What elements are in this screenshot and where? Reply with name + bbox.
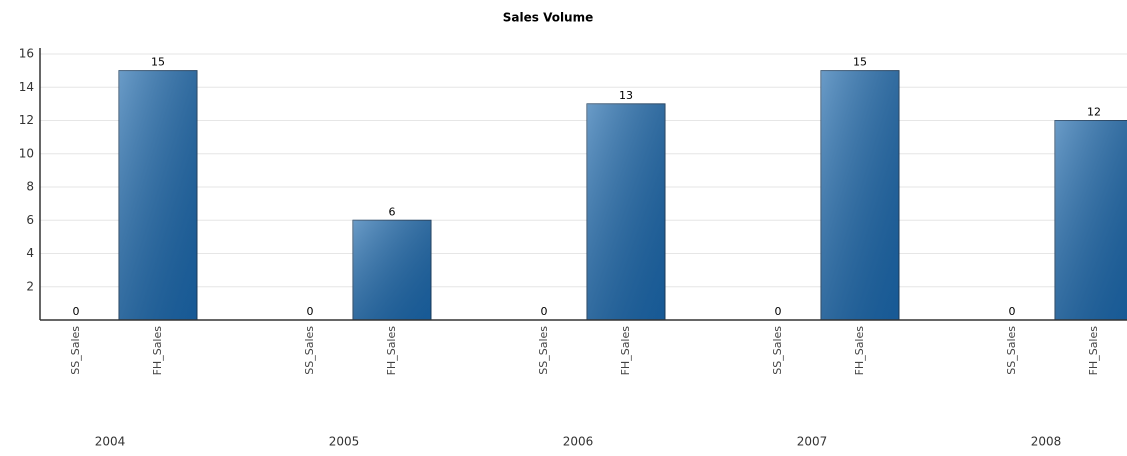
series-label: FH_Sales	[853, 326, 866, 376]
data-label: 0	[775, 305, 782, 318]
series-label: FH_Sales	[619, 326, 632, 376]
y-tick-label: 8	[26, 180, 34, 194]
data-label: 15	[853, 56, 867, 69]
series-label: SS_Sales	[537, 326, 550, 375]
bar	[118, 70, 198, 321]
series-label: SS_Sales	[69, 326, 82, 375]
bar	[352, 219, 432, 321]
data-label: 0	[1009, 305, 1016, 318]
series-label: FH_Sales	[151, 326, 164, 376]
bar	[820, 70, 900, 321]
y-tick-label: 12	[19, 113, 34, 127]
x-tick-label: 2005	[329, 435, 360, 449]
series-label: FH_Sales	[1087, 326, 1100, 376]
series-label: SS_Sales	[1005, 326, 1018, 375]
x-tick-label: 2008	[1031, 435, 1062, 449]
y-tick-label: 10	[19, 146, 34, 160]
data-label: 12	[1087, 106, 1101, 119]
bar	[586, 103, 666, 321]
y-tick-label: 14	[19, 80, 34, 94]
data-label: 0	[73, 305, 80, 318]
y-tick-label: 4	[26, 246, 34, 260]
bar	[1054, 120, 1127, 321]
y-tick-label: 16	[19, 47, 34, 61]
x-tick-label: 2007	[797, 435, 828, 449]
data-label: 6	[389, 205, 396, 218]
data-label: 13	[619, 89, 633, 102]
data-label: 15	[151, 56, 165, 69]
data-label: 0	[307, 305, 314, 318]
y-tick-label: 6	[26, 213, 34, 227]
chart-title: Sales Volume	[503, 11, 594, 25]
data-label: 0	[541, 305, 548, 318]
y-tick-label: 2	[26, 279, 34, 293]
x-tick-label: 2004	[95, 435, 126, 449]
x-tick-label: 2006	[563, 435, 594, 449]
series-label: SS_Sales	[771, 326, 784, 375]
series-label: FH_Sales	[385, 326, 398, 376]
series-label: SS_Sales	[303, 326, 316, 375]
